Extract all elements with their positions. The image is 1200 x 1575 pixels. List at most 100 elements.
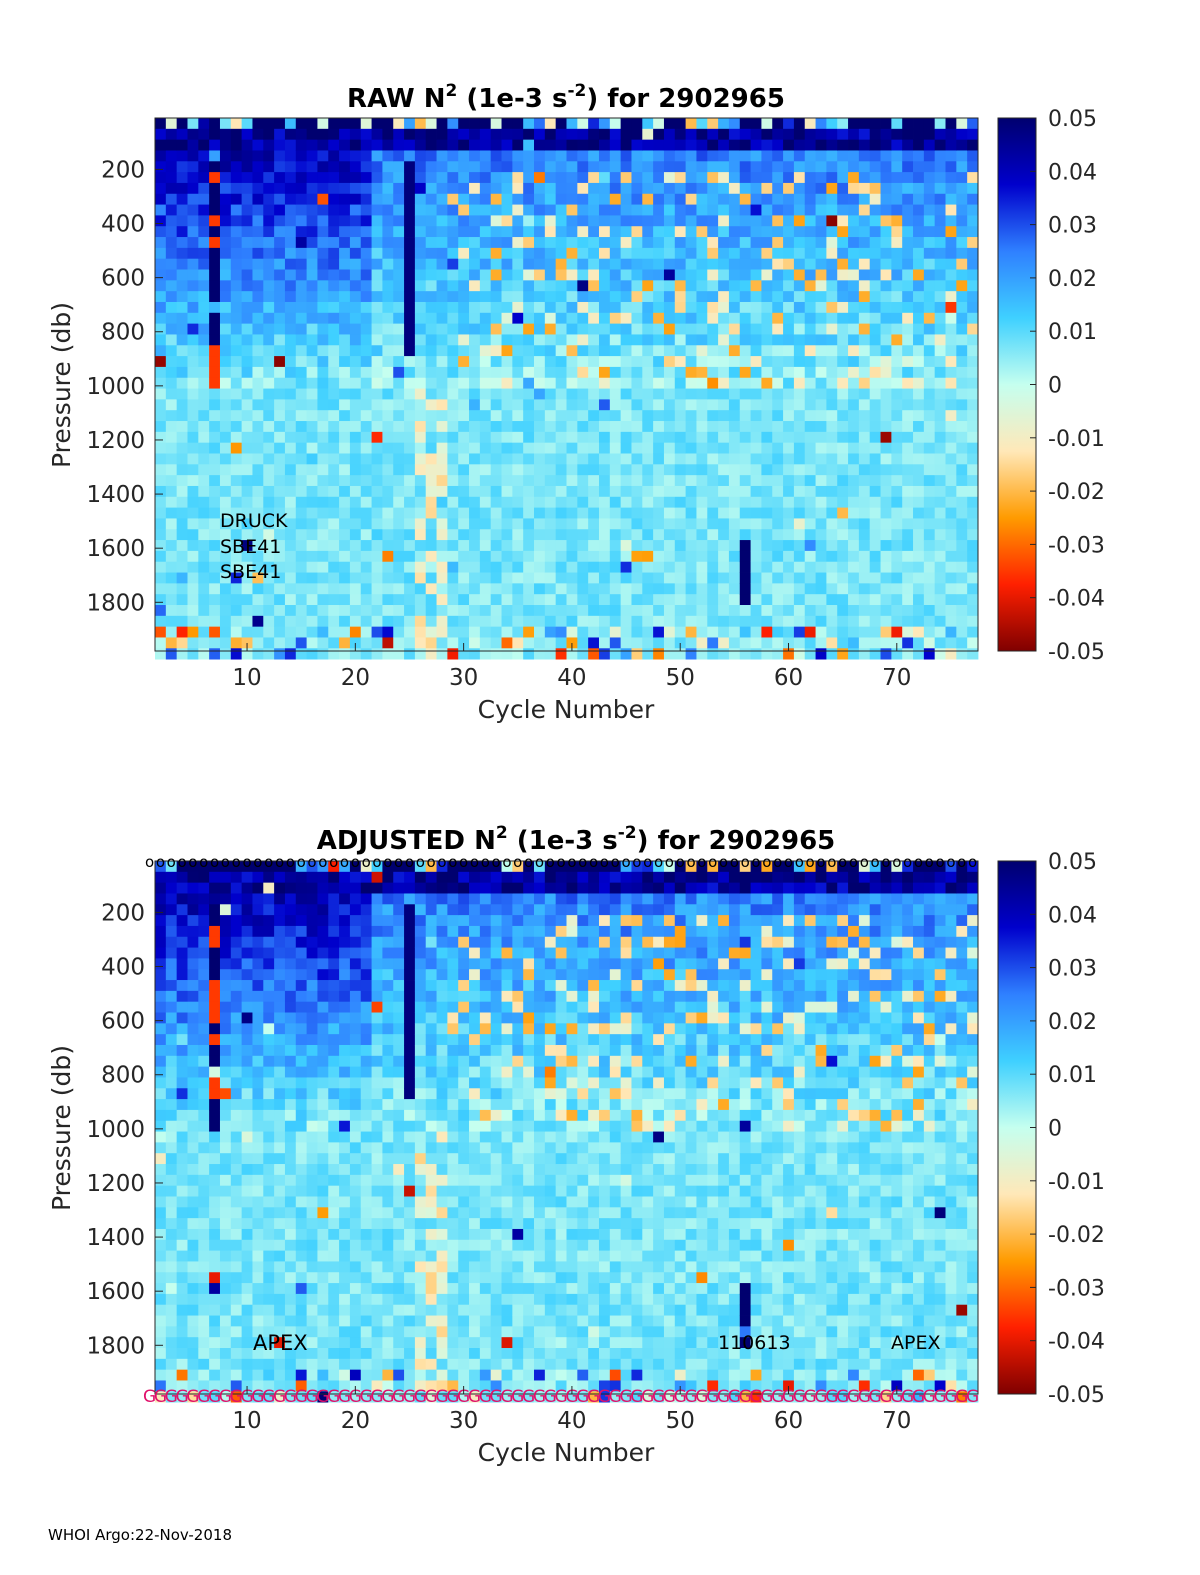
heatmap-cell (934, 301, 946, 314)
heatmap-cell (544, 291, 557, 303)
heatmap-cell (306, 475, 318, 487)
heatmap-cell (761, 637, 773, 649)
heatmap-cell (209, 312, 221, 325)
heatmap-cell (663, 485, 676, 498)
heatmap-cell (155, 637, 167, 649)
heatmap-cell (252, 1034, 264, 1046)
heatmap-cell (793, 421, 806, 433)
heatmap-cell (165, 648, 178, 660)
heatmap-cell (728, 269, 741, 281)
heatmap-cell (176, 1272, 188, 1284)
heatmap-cell (176, 128, 188, 141)
heatmap-cell (155, 969, 167, 981)
heatmap-cell (295, 518, 308, 530)
heatmap-cell (404, 334, 416, 346)
heatmap-cell (349, 529, 362, 541)
heatmap-cell (544, 475, 557, 487)
heatmap-cell (891, 334, 903, 346)
heatmap-cell (447, 118, 459, 130)
heatmap-cell (187, 893, 199, 905)
heatmap-cell (772, 377, 784, 389)
heatmap-cell (371, 626, 383, 638)
heatmap-cell (252, 226, 264, 238)
heatmap-cell (198, 377, 210, 389)
heatmap-cell (588, 615, 600, 628)
heatmap-cell (761, 572, 773, 584)
heatmap-cell (328, 182, 340, 195)
heatmap-cell (642, 507, 654, 519)
heatmap-cell (804, 226, 816, 238)
heatmap-cell (339, 226, 351, 238)
heatmap-cell (458, 237, 470, 249)
heatmap-cell (609, 540, 622, 552)
heatmap-cell (934, 377, 946, 389)
heatmap-cell (241, 947, 253, 959)
heatmap-cell (155, 1131, 167, 1143)
heatmap-cell (696, 496, 708, 508)
heatmap-cell (479, 377, 492, 389)
heatmap-cell (902, 648, 914, 660)
heatmap-cell (371, 915, 383, 927)
heatmap-cell (360, 871, 372, 884)
heatmap-cell (230, 1077, 243, 1089)
heatmap-cell (176, 334, 188, 346)
heatmap-cell (274, 1358, 286, 1371)
heatmap-cell (371, 496, 383, 508)
heatmap-cell (858, 594, 871, 606)
heatmap-cell (761, 421, 773, 433)
heatmap-cell (176, 1109, 188, 1122)
heatmap-cell (469, 648, 481, 660)
heatmap-cell (848, 431, 860, 444)
heatmap-cell (826, 366, 838, 379)
heatmap-cell (598, 605, 611, 617)
heatmap-cell (252, 269, 264, 281)
heatmap-cell (187, 1250, 199, 1262)
heatmap-cell (404, 615, 416, 628)
heatmap-cell (479, 529, 492, 541)
heatmap-cell (328, 312, 340, 325)
heatmap-cell (674, 366, 687, 379)
heatmap-cell (880, 172, 892, 184)
heatmap-cell (653, 334, 665, 346)
heatmap-cell (447, 334, 459, 346)
heatmap-cell (891, 550, 903, 563)
heatmap-cell (609, 550, 622, 563)
heatmap-cell (252, 1077, 264, 1089)
heatmap-cell (252, 1088, 264, 1100)
heatmap-cell (696, 431, 708, 444)
heatmap-cell (620, 150, 632, 162)
heatmap-cell (198, 615, 210, 628)
heatmap-cell (620, 442, 632, 454)
heatmap-cell (393, 648, 405, 660)
heatmap-cell (295, 150, 308, 162)
heatmap-cell (252, 904, 264, 916)
heatmap-cell (674, 226, 687, 238)
heatmap-cell (967, 139, 979, 151)
heatmap-cell (263, 1261, 275, 1273)
heatmap-cell (577, 399, 589, 411)
heatmap-cell (631, 572, 643, 584)
heatmap-cell (382, 572, 394, 584)
heatmap-cell (826, 540, 838, 552)
heatmap-cell (761, 377, 773, 389)
heatmap-cell (176, 1012, 188, 1024)
heatmap-cell (393, 301, 405, 314)
heatmap-cell (696, 247, 708, 260)
heatmap-cell (577, 139, 589, 151)
raw-x-ticks: 10 20 30 40 50 60 70 (232, 643, 911, 691)
heatmap-cell (663, 648, 676, 660)
heatmap-cell (155, 431, 167, 444)
heatmap-cell (761, 139, 773, 151)
heatmap-cell (523, 366, 535, 379)
heatmap-cell (295, 1164, 308, 1176)
heatmap-cell (804, 572, 816, 584)
heatmap-cell (512, 583, 524, 595)
heatmap-cell (447, 550, 459, 563)
heatmap-cell (577, 388, 589, 400)
heatmap-cell (349, 453, 362, 465)
heatmap-cell (284, 1304, 297, 1316)
heatmap-cell (458, 366, 470, 379)
heatmap-cell (956, 377, 968, 389)
heatmap-cell (696, 485, 708, 498)
heatmap-cell (349, 237, 362, 249)
